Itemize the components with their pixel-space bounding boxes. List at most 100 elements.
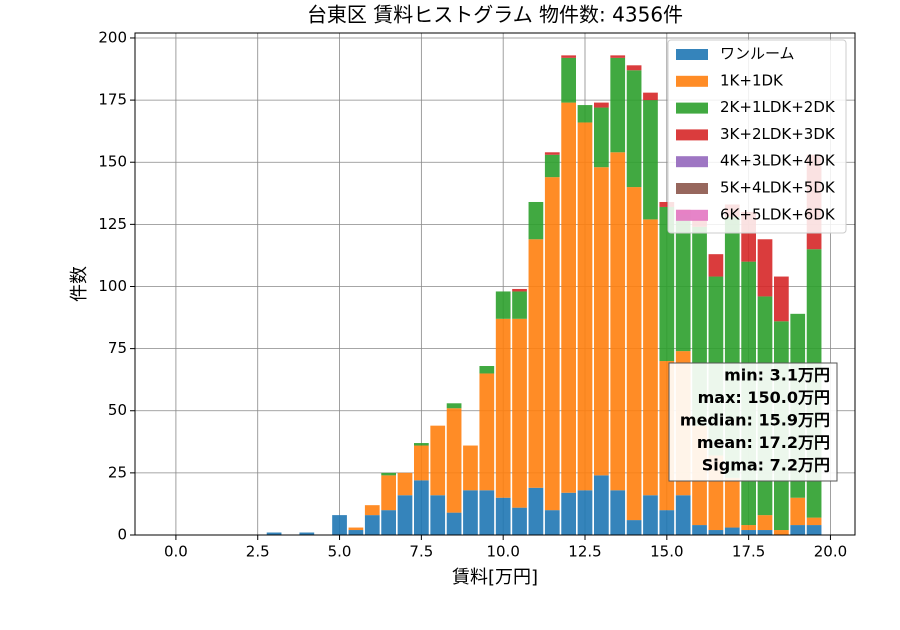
bar [348, 527, 364, 531]
bar [561, 492, 576, 535]
bar [594, 475, 609, 535]
bar [741, 530, 756, 535]
bar [414, 445, 429, 481]
bar [757, 530, 773, 535]
bar [577, 105, 593, 123]
x-tick-label: 20.0 [814, 543, 847, 561]
y-tick-label: 75 [108, 339, 127, 357]
legend-swatch [676, 49, 708, 60]
bar [626, 187, 642, 521]
legend-box [667, 39, 847, 234]
bar [479, 373, 495, 491]
legend-label: ワンルーム [720, 45, 795, 63]
bar [659, 201, 675, 207]
bar [544, 510, 560, 535]
bar [626, 70, 642, 188]
bar [610, 57, 626, 153]
y-tick-label: 150 [98, 153, 127, 171]
bar [806, 525, 822, 535]
bar [446, 512, 462, 535]
plot-frame [134, 32, 856, 536]
legend-label: 4K+3LDK+4DK [720, 152, 836, 170]
bar [348, 530, 364, 535]
bar [659, 206, 675, 362]
bar [463, 445, 478, 491]
x-tick-label: 7.5 [409, 543, 433, 561]
bar [643, 219, 658, 496]
x-tick-label: 15.0 [650, 543, 683, 561]
bar [544, 154, 560, 178]
legend-label: 6K+5LDK+6DK [720, 205, 836, 223]
bar [643, 92, 658, 101]
bar [790, 525, 806, 535]
bar [332, 515, 347, 535]
bar [397, 495, 413, 535]
bar [561, 102, 576, 493]
bar [512, 291, 527, 319]
y-tick-label: 25 [108, 463, 127, 481]
y-tick-label: 125 [98, 215, 127, 233]
y-tick-label: 50 [108, 401, 127, 419]
bar [430, 495, 446, 535]
y-tick-label: 200 [98, 28, 127, 46]
bar [577, 490, 593, 535]
bar [364, 505, 380, 516]
bar [414, 480, 429, 535]
y-tick-label: 100 [98, 277, 127, 295]
bar [364, 515, 380, 535]
legend-label: 5K+4LDK+5DK [720, 179, 836, 197]
stats-text: min: 3.1万円 [724, 366, 830, 385]
legend-swatch [676, 129, 708, 141]
bar [626, 520, 642, 535]
bar [757, 515, 773, 531]
bar [381, 475, 396, 511]
bar [381, 510, 396, 535]
bar [479, 490, 495, 535]
bar [577, 122, 593, 491]
bar [528, 201, 544, 240]
x-tick-label: 10.0 [486, 543, 519, 561]
bar [381, 472, 396, 476]
bar [643, 495, 658, 535]
y-axis-label: 件数 [69, 266, 90, 302]
bar [659, 510, 675, 535]
bar [397, 472, 413, 496]
legend-swatch [676, 102, 708, 114]
bar [495, 291, 511, 319]
bar [724, 527, 740, 535]
bar [774, 276, 789, 322]
x-tick-label: 2.5 [246, 543, 270, 561]
bar [626, 65, 642, 71]
bar [757, 239, 773, 297]
bar [512, 318, 527, 508]
stats-text: median: 15.9万円 [680, 411, 830, 430]
x-tick-label: 17.5 [732, 543, 765, 561]
stats-text: mean: 17.2万円 [697, 433, 830, 452]
bar [299, 532, 315, 535]
bar [414, 443, 429, 446]
bar [774, 530, 789, 535]
bar [463, 490, 478, 535]
bar [446, 403, 462, 409]
legend-label: 1K+1DK [720, 71, 784, 89]
bar [692, 525, 707, 535]
bar [561, 55, 576, 58]
bar [708, 530, 724, 535]
bar [430, 425, 446, 496]
bar [724, 477, 740, 528]
bar [479, 366, 495, 374]
bar [594, 107, 609, 168]
bar [512, 507, 527, 535]
bar [528, 487, 544, 535]
x-tick-label: 5.0 [328, 543, 352, 561]
stats-text: max: 150.0万円 [698, 388, 830, 407]
bar [495, 497, 511, 535]
stats-box [668, 362, 838, 482]
bar [643, 100, 658, 220]
bar [610, 152, 626, 491]
stats-text: Sigma: 7.2万円 [702, 456, 830, 475]
bar [544, 152, 560, 155]
bar [610, 55, 626, 58]
bar [495, 318, 511, 498]
